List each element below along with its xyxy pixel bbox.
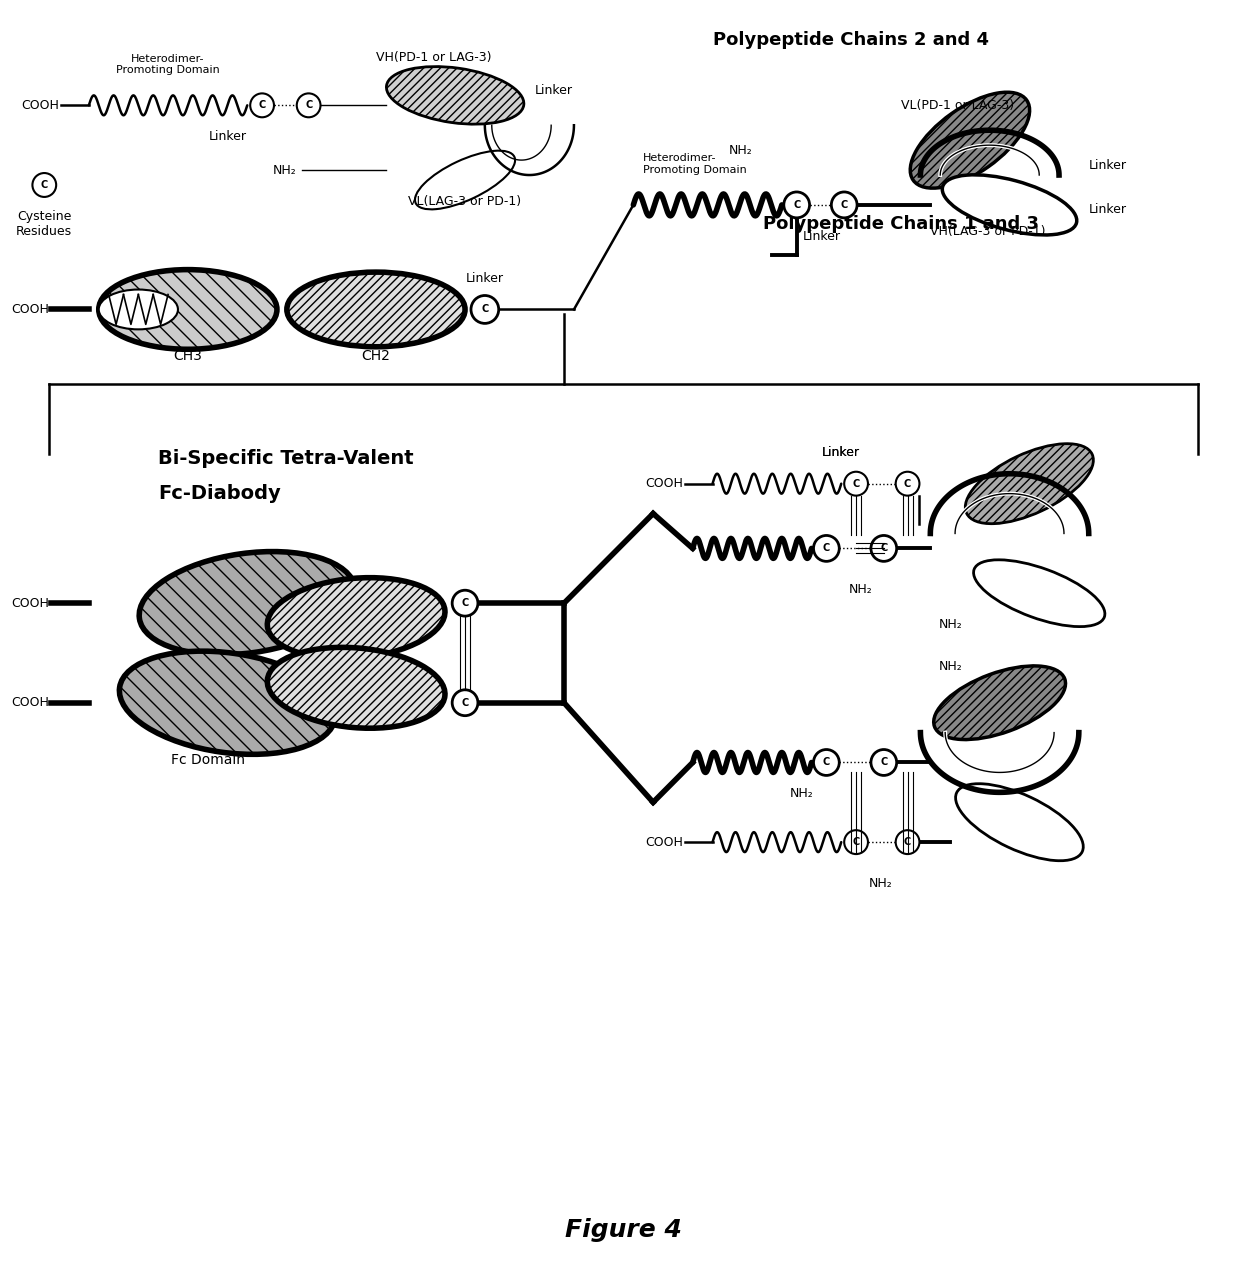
Ellipse shape xyxy=(934,666,1065,739)
Text: C: C xyxy=(880,544,888,553)
Text: C: C xyxy=(852,837,859,847)
Text: Linker: Linker xyxy=(802,230,841,242)
Text: Linker: Linker xyxy=(208,130,247,144)
Circle shape xyxy=(895,472,919,495)
Text: NH₂: NH₂ xyxy=(939,618,962,631)
Ellipse shape xyxy=(268,648,445,729)
Text: COOH: COOH xyxy=(11,697,50,709)
Text: C: C xyxy=(852,479,859,489)
Circle shape xyxy=(453,690,477,716)
Circle shape xyxy=(471,295,498,323)
Circle shape xyxy=(844,830,868,854)
Text: C: C xyxy=(904,837,911,847)
Text: Fc Domain: Fc Domain xyxy=(171,753,244,766)
Text: COOH: COOH xyxy=(21,99,60,112)
Text: Polypeptide Chains 1 and 3: Polypeptide Chains 1 and 3 xyxy=(763,214,1039,232)
Ellipse shape xyxy=(99,290,179,330)
Text: VH(LAG-3 or PD-1): VH(LAG-3 or PD-1) xyxy=(930,225,1045,237)
Ellipse shape xyxy=(387,67,523,124)
Text: Linker: Linker xyxy=(822,445,861,459)
Text: Heterodimer-
Promoting Domain: Heterodimer- Promoting Domain xyxy=(117,54,219,76)
Text: COOH: COOH xyxy=(11,597,50,609)
Circle shape xyxy=(296,94,320,117)
Text: Fc-Diabody: Fc-Diabody xyxy=(159,484,281,503)
Text: Polypeptide Chains 2 and 4: Polypeptide Chains 2 and 4 xyxy=(713,31,990,49)
Text: Linker: Linker xyxy=(1089,159,1127,172)
Ellipse shape xyxy=(119,652,336,754)
Ellipse shape xyxy=(973,559,1105,626)
Text: COOH: COOH xyxy=(645,477,683,490)
Ellipse shape xyxy=(286,272,465,346)
Circle shape xyxy=(32,173,56,196)
Text: NH₂: NH₂ xyxy=(790,788,813,801)
Ellipse shape xyxy=(99,269,277,349)
Text: C: C xyxy=(823,544,830,553)
Text: C: C xyxy=(481,304,489,314)
Text: C: C xyxy=(258,100,265,110)
Circle shape xyxy=(870,749,897,775)
Circle shape xyxy=(813,749,839,775)
Text: Linker: Linker xyxy=(1089,204,1127,217)
Circle shape xyxy=(453,590,477,616)
Text: Linker: Linker xyxy=(822,445,861,459)
Text: NH₂: NH₂ xyxy=(849,584,873,597)
Circle shape xyxy=(895,830,919,854)
Text: Heterodimer-
Promoting Domain: Heterodimer- Promoting Domain xyxy=(644,154,746,174)
Text: C: C xyxy=(904,479,911,489)
Text: Bi-Specific Tetra-Valent: Bi-Specific Tetra-Valent xyxy=(159,449,414,468)
Text: C: C xyxy=(794,200,800,210)
Ellipse shape xyxy=(956,784,1084,861)
Ellipse shape xyxy=(415,150,515,209)
Text: C: C xyxy=(461,598,469,608)
Circle shape xyxy=(844,472,868,495)
Text: NH₂: NH₂ xyxy=(939,659,962,672)
Text: VH(PD-1 or LAG-3): VH(PD-1 or LAG-3) xyxy=(376,50,491,64)
Text: Figure 4: Figure 4 xyxy=(565,1219,682,1242)
Text: C: C xyxy=(823,757,830,767)
Circle shape xyxy=(831,192,857,218)
Text: C: C xyxy=(41,180,48,190)
Text: VL(LAG-3 or PD-1): VL(LAG-3 or PD-1) xyxy=(408,195,522,208)
Text: NH₂: NH₂ xyxy=(273,163,296,177)
Text: COOH: COOH xyxy=(645,835,683,848)
Text: C: C xyxy=(461,698,469,708)
Text: C: C xyxy=(880,757,888,767)
Text: Linker: Linker xyxy=(466,272,503,285)
Text: Linker: Linker xyxy=(534,83,573,98)
Circle shape xyxy=(870,535,897,562)
Text: NH₂: NH₂ xyxy=(728,144,753,157)
Circle shape xyxy=(250,94,274,117)
Circle shape xyxy=(813,535,839,562)
Ellipse shape xyxy=(942,174,1076,235)
Ellipse shape xyxy=(139,552,356,654)
Text: C: C xyxy=(841,200,848,210)
Ellipse shape xyxy=(965,444,1094,523)
Text: COOH: COOH xyxy=(11,303,50,316)
Ellipse shape xyxy=(910,92,1029,189)
Text: CH3: CH3 xyxy=(174,349,202,363)
Text: Cysteine
Residues: Cysteine Residues xyxy=(16,210,72,237)
Ellipse shape xyxy=(268,577,445,658)
Circle shape xyxy=(784,192,810,218)
Text: NH₂: NH₂ xyxy=(869,878,893,890)
Text: VL(PD-1 or LAG-3): VL(PD-1 or LAG-3) xyxy=(900,99,1014,112)
Text: C: C xyxy=(305,100,312,110)
Text: CH2: CH2 xyxy=(362,349,391,363)
